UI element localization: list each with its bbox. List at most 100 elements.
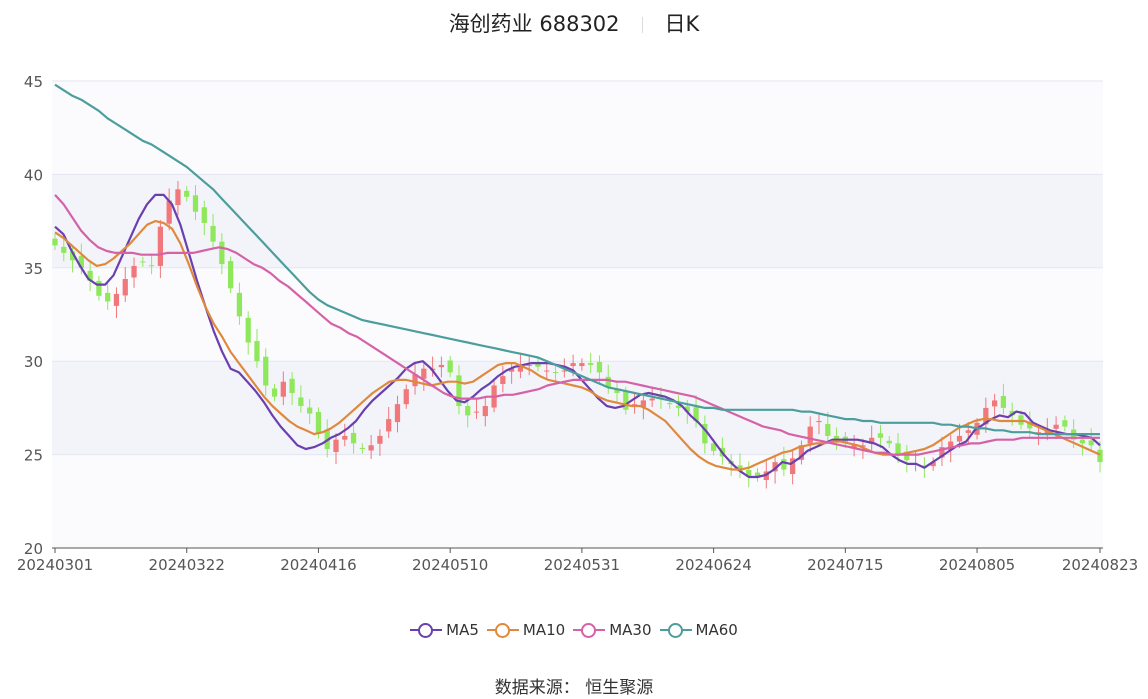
candle-body xyxy=(1000,395,1007,408)
candle-body xyxy=(412,374,418,387)
legend-item-ma10[interactable]: MA10 xyxy=(486,621,566,639)
candle-body xyxy=(869,437,875,444)
ma60-line xyxy=(54,83,1100,436)
candle-body xyxy=(87,270,93,281)
candle-body xyxy=(649,398,655,401)
candle-body xyxy=(772,462,778,472)
candle-body xyxy=(588,363,594,365)
candle-body xyxy=(825,423,831,436)
candle-body xyxy=(447,360,453,373)
legend-marker-icon xyxy=(410,623,443,638)
candle-body xyxy=(1062,420,1068,427)
legend-marker-icon xyxy=(573,623,606,638)
legend-item-ma5[interactable]: MA5 xyxy=(410,621,479,639)
candle-body xyxy=(140,261,146,263)
candle-body xyxy=(228,261,234,289)
candle-body xyxy=(1079,439,1086,444)
candle-body xyxy=(614,388,620,393)
legend-item-ma30[interactable]: MA30 xyxy=(573,621,652,639)
candle-body xyxy=(280,381,286,397)
period-tab[interactable]: 日K xyxy=(664,12,700,36)
ma10-line xyxy=(54,220,1101,471)
y-tick-label: 35 xyxy=(24,260,43,278)
candle-body xyxy=(667,403,673,405)
candle-body xyxy=(991,400,998,407)
candle-body xyxy=(78,255,84,268)
x-tick-label: 20240322 xyxy=(149,556,225,574)
candle-body xyxy=(438,364,445,368)
candle-body xyxy=(342,435,348,440)
candle-body xyxy=(939,447,945,458)
candle-body xyxy=(473,411,480,413)
candle-body xyxy=(1027,421,1033,429)
y-tick-label: 25 xyxy=(24,447,43,465)
candle-body xyxy=(693,407,699,421)
candle-body xyxy=(166,200,172,224)
candle-body xyxy=(895,443,901,455)
candle-body xyxy=(131,265,137,278)
candle-body xyxy=(596,361,603,373)
candle-body xyxy=(184,190,190,197)
candle-body xyxy=(570,363,576,367)
candle-body xyxy=(148,265,155,267)
candle-body xyxy=(421,368,427,379)
candle-body xyxy=(157,226,164,266)
candle-body xyxy=(61,246,67,253)
candle-body xyxy=(254,341,260,362)
x-tick-label: 20240301 xyxy=(17,556,93,574)
candle-body xyxy=(526,364,532,366)
candle-body xyxy=(579,363,585,367)
candle-body xyxy=(816,420,822,423)
data-source: 数据来源： 恒生聚源 xyxy=(0,673,1148,698)
candle-body xyxy=(359,447,365,449)
candle-body xyxy=(456,375,462,407)
candle-body xyxy=(403,389,409,405)
candle-body xyxy=(658,395,664,399)
candle-body xyxy=(96,280,102,296)
candle-body xyxy=(754,472,761,478)
grid-band xyxy=(52,174,1103,268)
candle-body xyxy=(1088,440,1094,446)
candle-body xyxy=(623,391,629,410)
stock-name: 海创药业 688302 xyxy=(448,12,620,36)
candle-body xyxy=(877,433,884,438)
legend-label: MA10 xyxy=(522,621,566,639)
candle-body xyxy=(833,435,840,440)
x-tick-label: 20240510 xyxy=(412,556,488,574)
candle-body xyxy=(386,419,392,432)
candle-body xyxy=(368,445,374,451)
x-tick-label: 20240416 xyxy=(280,556,356,574)
candle-body xyxy=(315,412,322,435)
candle-body xyxy=(1035,432,1042,434)
x-tick-label: 20240805 xyxy=(939,556,1015,574)
candle-body xyxy=(210,225,216,242)
x-tick-label: 20240823 xyxy=(1062,556,1138,574)
y-tick-label: 40 xyxy=(24,166,43,184)
candle-body xyxy=(948,441,954,451)
legend-label: MA60 xyxy=(695,621,738,639)
candle-body xyxy=(113,293,120,306)
candle-body xyxy=(886,440,892,444)
title-divider xyxy=(641,17,643,33)
candle-body xyxy=(930,462,936,467)
candle-body xyxy=(544,370,550,372)
grid-band xyxy=(52,454,1103,548)
candle-body xyxy=(631,404,638,406)
candle-body xyxy=(956,435,963,442)
source-value: 恒生聚源 xyxy=(585,678,654,698)
x-tick-label: 20240715 xyxy=(807,556,883,574)
legend-item-ma60[interactable]: MA60 xyxy=(659,621,738,639)
candle-body xyxy=(333,439,339,452)
candle-body xyxy=(245,317,251,343)
candle-body xyxy=(298,397,304,407)
candle-body xyxy=(509,368,515,372)
candle-body xyxy=(482,406,488,417)
ma30-line xyxy=(54,194,1100,456)
candle-body xyxy=(702,423,708,444)
chart-title: 海创药业 688302 日K xyxy=(0,8,1148,38)
legend-label: MA5 xyxy=(446,621,479,639)
candle-body xyxy=(983,407,989,425)
candle-body xyxy=(465,406,471,416)
legend: MA5 MA10 MA30 MA60 xyxy=(0,621,1148,641)
grid-band xyxy=(52,81,1103,175)
